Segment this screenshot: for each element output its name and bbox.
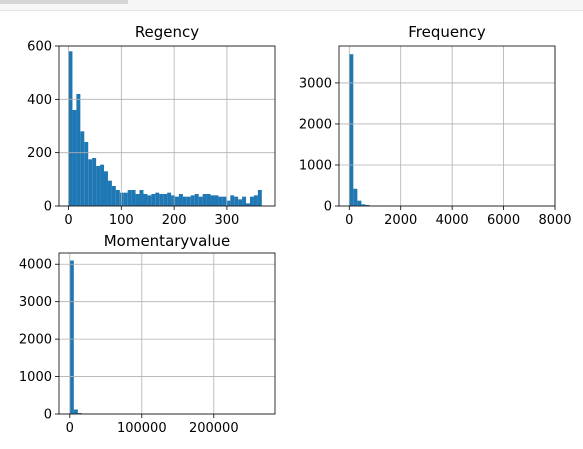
histogram-bar: [246, 203, 250, 206]
histogram-bar: [73, 409, 78, 414]
histogram-bar: [353, 188, 358, 206]
histogram-bar: [234, 196, 239, 206]
axes-frame: [58, 252, 276, 415]
histogram-bar: [226, 200, 231, 206]
histogram-bar: [119, 192, 124, 206]
x-tick-label: 0: [64, 213, 72, 228]
x-tick-label: 100000: [117, 421, 167, 436]
histogram-bar: [253, 195, 258, 206]
y-tick-label: 600: [27, 40, 52, 55]
momentaryvalue-histogram: 0 100000 200000 0 1000 2000 3000 4000 Momentaryv…: [19, 232, 276, 436]
histogram-bar: [257, 190, 262, 206]
histogram-bar: [349, 54, 354, 207]
y-tick-label: 1000: [19, 370, 52, 385]
y-tick-label: 3000: [19, 295, 52, 310]
x-tick-label: 8000: [538, 213, 571, 228]
histogram-bar: [100, 164, 105, 206]
histogram-bar: [96, 166, 101, 206]
histogram-bar: [123, 192, 128, 206]
histogram-bar: [159, 194, 164, 206]
histogram-bar: [69, 260, 74, 414]
histogram-bar: [77, 413, 82, 414]
histogram-bar: [76, 94, 81, 206]
regency-histogram: 0 100 200 300 0 200 400 600 Regency: [27, 23, 276, 228]
histogram-bar: [178, 194, 183, 206]
histogram-bar: [92, 158, 97, 206]
x-tick-label: 4000: [436, 213, 469, 228]
histogram-bar: [210, 195, 215, 206]
histogram-bar: [171, 195, 176, 206]
x-tick-label: 0: [66, 421, 74, 436]
x-tick-label: 200: [162, 213, 187, 228]
histogram-bar: [131, 190, 136, 206]
x-tick-label: 2000: [384, 213, 417, 228]
horizontal-scrollbar-thumb[interactable]: [0, 0, 128, 4]
histogram-bar: [167, 192, 172, 206]
histogram-bar: [357, 200, 362, 206]
histogram-bar: [249, 196, 254, 206]
histogram-bar: [163, 194, 168, 206]
histogram-bar: [151, 194, 156, 206]
y-tick-label: 1000: [299, 158, 332, 173]
histogram-bar: [104, 171, 108, 206]
histogram-bar: [230, 195, 235, 206]
y-tick-label: 0: [324, 200, 332, 215]
y-tick-label: 4000: [19, 258, 52, 273]
chart-title: Regency: [135, 23, 199, 41]
histogram-bar: [155, 192, 160, 206]
histogram-bar: [194, 194, 199, 206]
y-tick-label: 2000: [19, 333, 52, 348]
histogram-bar: [361, 204, 366, 206]
histogram-bar: [365, 204, 370, 206]
y-tick-label: 0: [44, 200, 52, 215]
x-tick-label: 100: [109, 213, 134, 228]
histogram-bar: [206, 194, 211, 206]
window-top-bar: [0, 0, 583, 11]
y-tick-label: 2000: [299, 117, 332, 132]
chart-title: Frequency: [408, 23, 486, 41]
histogram-bar: [202, 194, 207, 206]
histogram-bar: [84, 142, 89, 206]
histogram-bar: [214, 195, 219, 206]
histogram-bar: [238, 199, 243, 206]
axes-frame: [58, 45, 276, 207]
histogram-bar: [222, 196, 227, 206]
x-tick-label: 200000: [189, 421, 239, 436]
histogram-bar: [115, 190, 120, 206]
histogram-bar: [111, 186, 116, 206]
histogram-bar: [242, 196, 247, 206]
histogram-bar: [72, 110, 77, 206]
chart-title: Momentaryvalue: [104, 232, 231, 250]
histogram-bar: [186, 196, 191, 206]
histogram-bar: [198, 196, 203, 206]
histogram-bar: [218, 196, 223, 206]
histogram-bar: [147, 195, 152, 206]
histogram-bar: [68, 51, 73, 207]
x-tick-label: 0: [345, 213, 353, 228]
histogram-bar: [135, 194, 140, 206]
axes-frame: [338, 45, 556, 207]
histogram-bar: [175, 196, 179, 206]
histogram-bar: [182, 196, 187, 206]
histogram-bar: [139, 190, 144, 206]
histogram-bar: [80, 131, 85, 206]
x-tick-label: 300: [215, 213, 240, 228]
y-tick-label: 0: [44, 408, 52, 423]
y-tick-label: 200: [27, 146, 52, 161]
histogram-bar: [190, 195, 195, 206]
histogram-bar: [127, 190, 132, 206]
x-tick-label: 6000: [487, 213, 520, 228]
histogram-bar: [88, 159, 93, 206]
y-tick-label: 400: [27, 93, 52, 108]
histogram-bar: [143, 194, 148, 206]
y-tick-label: 3000: [299, 76, 332, 91]
frequency-histogram: 0 2000 4000 6000 8000 0 1000 2000 3000 Frequency: [299, 23, 572, 228]
histogram-bar: [107, 180, 112, 206]
